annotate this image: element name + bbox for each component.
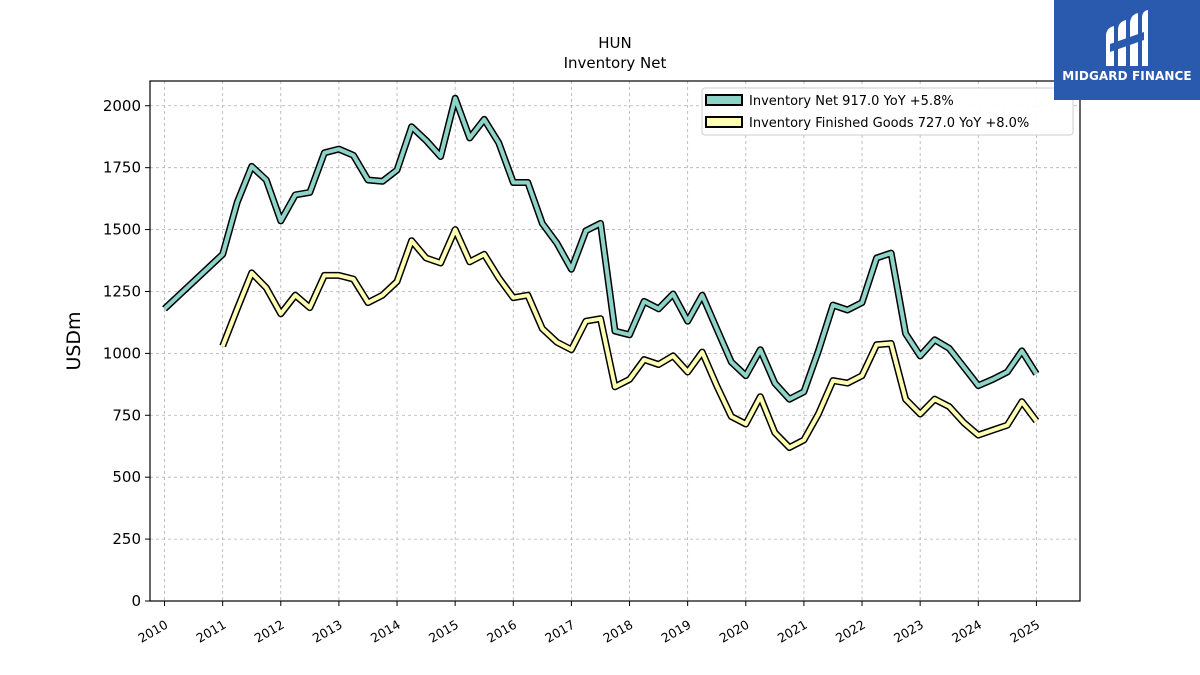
plot-frame bbox=[149, 80, 1081, 602]
x-tick-label: 2011 bbox=[193, 617, 228, 646]
legend-label: Inventory Net 917.0 YoY +5.8% bbox=[749, 94, 954, 109]
legend: Inventory Net 917.0 YoY +5.8% Inventory F… bbox=[701, 87, 1074, 136]
y-tick-label: 1000 bbox=[103, 344, 141, 362]
x-tick-label: 2021 bbox=[775, 617, 810, 646]
series-line bbox=[163, 96, 1039, 402]
legend-box bbox=[701, 87, 1074, 136]
series-line bbox=[220, 227, 1038, 450]
y-tick-label: 1500 bbox=[103, 221, 141, 239]
x-tick-label: 2020 bbox=[717, 617, 752, 646]
x-tick-label: 2013 bbox=[310, 617, 345, 646]
x-tick-label: 2024 bbox=[949, 617, 984, 646]
series-outline bbox=[162, 94, 1040, 403]
midgard-logo-icon bbox=[1106, 10, 1148, 66]
series-layer bbox=[162, 94, 1040, 451]
y-axis: 0 250 500 750 1000 1250 1500 1750 2000 bbox=[103, 97, 150, 610]
x-tick-label: 2015 bbox=[426, 617, 461, 646]
x-tick-label: 2025 bbox=[1007, 617, 1042, 646]
y-tick-label: 0 bbox=[131, 592, 141, 610]
legend-label: Inventory Finished Goods 727.0 YoY +8.0% bbox=[749, 116, 1029, 131]
chart-subtitle: Inventory Net bbox=[564, 54, 667, 72]
x-tick-label: 2018 bbox=[600, 617, 635, 646]
y-tick-label: 1250 bbox=[103, 282, 141, 300]
brand-logo: MIDGARD FINANCE bbox=[1054, 0, 1200, 100]
grid bbox=[150, 81, 1080, 602]
x-tick-label: 2012 bbox=[252, 617, 287, 646]
x-tick-label: 2017 bbox=[542, 617, 577, 646]
legend-swatch bbox=[705, 94, 743, 106]
y-tick-label: 2000 bbox=[103, 97, 141, 115]
y-tick-label: 1750 bbox=[103, 159, 141, 177]
x-tick-label: 2019 bbox=[658, 617, 693, 646]
legend-swatch bbox=[705, 116, 743, 128]
brand-name: MIDGARD FINANCE bbox=[1062, 69, 1192, 83]
chart-title: HUN bbox=[598, 34, 631, 52]
x-tick-label: 2016 bbox=[484, 617, 519, 646]
y-tick-label: 750 bbox=[112, 406, 141, 424]
y-tick-label: 250 bbox=[112, 530, 141, 548]
y-tick-label: 500 bbox=[112, 468, 141, 486]
x-tick-label: 2010 bbox=[135, 617, 170, 646]
x-axis: 2010 2011 2012 2013 2014 2015 2016 2017 2018 2019… bbox=[135, 601, 1042, 646]
y-axis-label: USDm bbox=[63, 311, 85, 370]
x-tick-label: 2023 bbox=[891, 617, 926, 646]
x-tick-label: 2014 bbox=[368, 617, 403, 646]
x-tick-label: 2022 bbox=[833, 617, 868, 646]
